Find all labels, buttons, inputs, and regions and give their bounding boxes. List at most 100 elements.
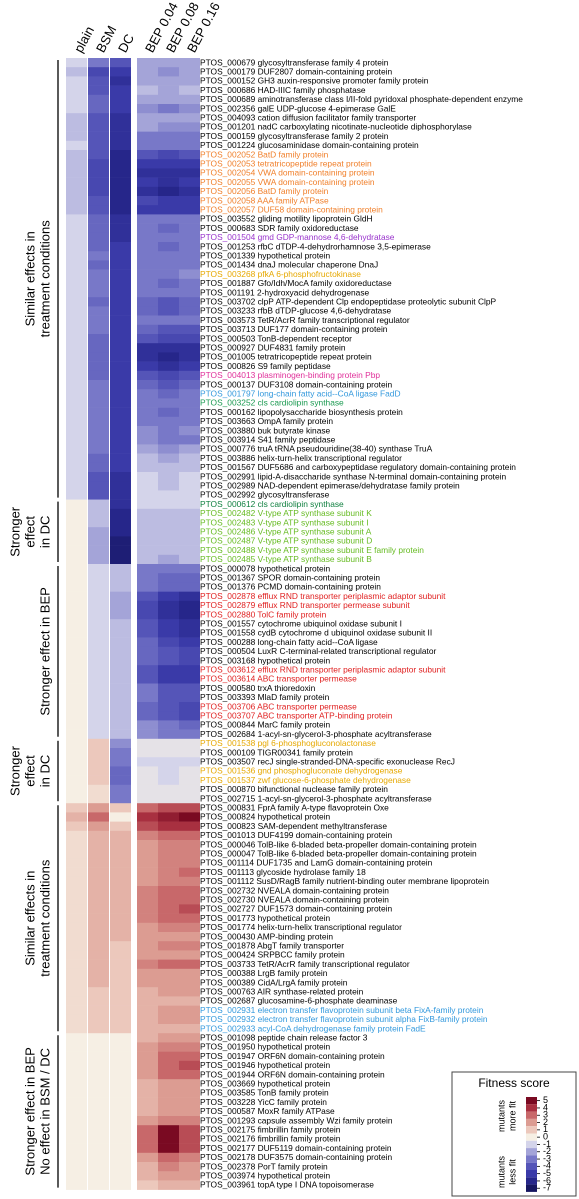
row-label: PTOS_001434 dnaJ molecular chaperone Dna… [200,260,378,270]
heat-cell [66,297,87,307]
heat-cell [179,1171,200,1181]
column-header: plain [71,24,97,55]
heat-cell [158,821,179,832]
heat-cell [110,472,131,482]
heat-cell [137,1070,158,1080]
heat-cell [110,1033,131,1043]
heat-cell [88,1070,109,1080]
heat-cell [110,131,131,142]
heat-cell [110,1014,131,1025]
row-label: PTOS_000826 S9 family peptidase [200,361,331,371]
heat-cell [179,637,200,648]
heat-cell [179,803,200,813]
row-label: PTOS_003706 ABC transporter permease [200,701,357,711]
row-label: PTOS_000776 truA tRNA pseudouridine(38-4… [200,444,433,454]
heat-cell [88,784,109,795]
colorbar-tick-label: 3 [543,1110,548,1120]
heat-cell [179,490,200,500]
heat-cell [110,840,131,850]
heat-cell [158,1079,179,1089]
heat-cell [66,729,87,740]
heat-cell [158,812,179,822]
heat-cell [137,1180,158,1190]
row-label: PTOS_003914 S41 family peptidase [200,435,336,445]
row-label: PTOS_000503 TonB-dependent receptor [200,333,352,343]
row-label: PTOS_001112 SusD/RagB family nutrient-bi… [200,876,489,886]
heat-cell [179,472,200,482]
row-label: PTOS_000046 TolB-like 6-bladed beta-prop… [200,839,477,849]
heat-cell [88,536,109,546]
heat-cell [179,518,200,528]
heat-cell [179,646,200,657]
row-label: PTOS_003252 cls cardiolipin synthase [200,398,344,408]
heat-cell [110,85,131,96]
heat-cell [179,361,200,372]
heat-cell [158,904,179,914]
heat-cell [158,702,179,712]
heat-cell [179,453,200,464]
heat-cell [110,757,131,767]
heat-cell [137,518,158,528]
heat-cell [110,1051,131,1062]
heat-cell [179,1042,200,1052]
heat-cell [110,573,131,583]
heat-cell [88,674,109,684]
heat-cell [137,1051,158,1062]
heat-cell [88,150,109,160]
heat-cell [137,334,158,344]
heat-cell [110,545,131,556]
heat-cell [179,113,200,123]
heat-cell [158,1033,179,1043]
heat-cell [158,94,179,105]
heat-cell [88,1088,109,1098]
row-label: PTOS_000047 TolB-like 6-bladed beta-prop… [200,849,477,859]
heat-cell [110,278,131,289]
heat-cell [110,389,131,399]
heat-cell [179,665,200,675]
heat-cell [110,582,131,592]
heat-cell [179,545,200,556]
heat-cell [88,610,109,620]
heat-cell [158,260,179,270]
heat-cell [88,683,109,694]
heat-cell [158,637,179,648]
heat-cell [88,812,109,822]
heat-cell [158,876,179,887]
heat-cell [110,232,131,243]
heat-cell [66,527,87,537]
row-label: PTOS_002056 BatD family protein [200,186,329,196]
heat-cell [158,545,179,556]
row-label: PTOS_001504 gmd GDP-mannose 4,6-dehydrat… [200,232,395,242]
heat-cell [158,205,179,215]
heat-cell [179,131,200,142]
heat-cell [179,1152,200,1163]
heat-cell [110,784,131,795]
colorbar-tick-label: -5 [543,1168,551,1178]
heat-cell [137,205,158,215]
heat-cell [137,242,158,252]
heat-cell [179,159,200,169]
heat-cell [137,85,158,96]
heat-cell [179,1180,200,1190]
heat-cell [88,757,109,767]
heat-cell [110,122,131,132]
row-label: PTOS_001191 2-hydroxyacid dehydrogenase [200,287,370,297]
heat-cell [158,214,179,224]
heat-cell [179,94,200,105]
heat-cell [179,812,200,822]
heat-cell [179,140,200,151]
heat-cell [88,398,109,408]
heat-cell [179,58,200,68]
row-label: PTOS_001367 SPOR domain-containing prote… [200,573,380,583]
heat-cell [88,297,109,307]
heat-cell [110,849,131,859]
heat-cell [158,490,179,500]
heat-cell [137,269,158,280]
heat-cell [179,1116,200,1126]
heat-cell [110,1042,131,1052]
heat-cell [137,1042,158,1052]
heat-cell [137,150,158,160]
row-label: PTOS_003393 MlaD family protein [200,692,330,702]
heat-cell [110,1180,131,1190]
